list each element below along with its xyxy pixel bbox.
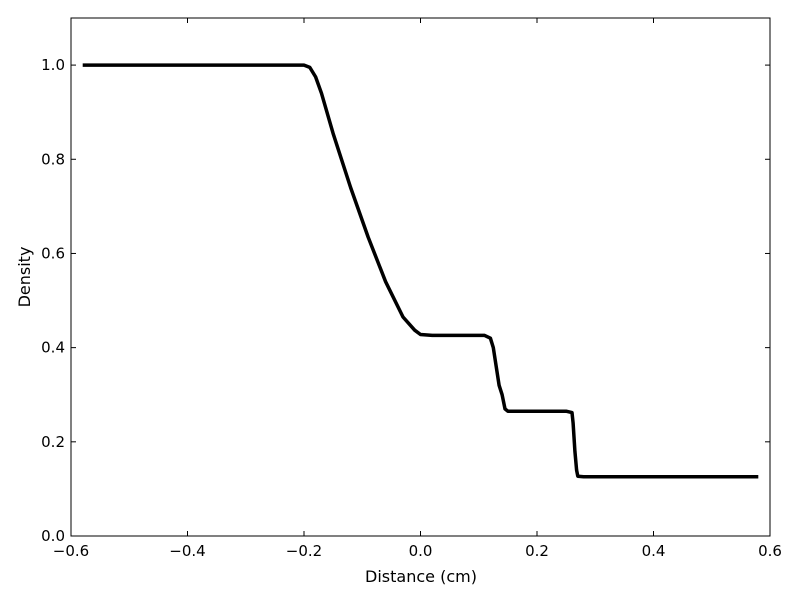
y-tick-label: 0.8 bbox=[41, 150, 65, 168]
x-tick-label: −0.4 bbox=[169, 542, 205, 560]
x-tick-label: 0.4 bbox=[642, 542, 666, 560]
axes: −0.6 −0.4 −0.2 0.0 0.2 0.4 0.6 0.0 0.2 0.4 0.6 0.8 1… bbox=[41, 17, 782, 560]
y-tick-label: 0.0 bbox=[41, 527, 65, 545]
x-tick-label: 0.0 bbox=[409, 542, 433, 560]
y-tick-label: 0.4 bbox=[41, 339, 65, 357]
plot-area bbox=[82, 63, 759, 479]
density-series-line bbox=[82, 63, 759, 479]
x-tick-label: −0.2 bbox=[286, 542, 322, 560]
y-tick-label: 0.2 bbox=[41, 433, 65, 451]
x-axis-label: Distance (cm) bbox=[365, 567, 477, 586]
x-tick-label: 0.6 bbox=[758, 542, 782, 560]
y-axis-label: Density bbox=[15, 247, 34, 308]
x-tick-label: 0.2 bbox=[525, 542, 549, 560]
plot-frame bbox=[70, 17, 771, 537]
y-tick-label: 1.0 bbox=[41, 56, 65, 74]
x-tick-label: −0.6 bbox=[53, 542, 89, 560]
y-tick-label: 0.6 bbox=[41, 244, 65, 262]
